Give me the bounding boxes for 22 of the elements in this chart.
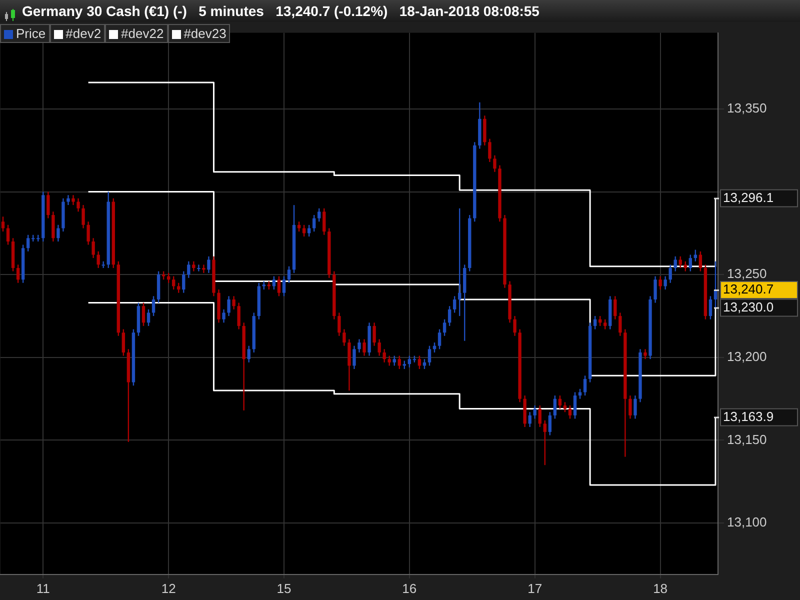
data-label: 13,296.1 — [723, 190, 774, 205]
x-tick-label: 18 — [653, 580, 668, 596]
y-tick-label: 13,350 — [727, 100, 767, 116]
x-tick-label: 16 — [402, 580, 417, 596]
x-tick-label: 12 — [161, 580, 176, 596]
x-tick-label: 17 — [528, 580, 542, 596]
candlestick — [197, 264, 200, 272]
y-tick-label: 13,200 — [727, 349, 767, 364]
y-tick-label: 13,250 — [727, 266, 767, 282]
legend-label: #dev2 — [66, 26, 102, 41]
data-label: 13,163.9 — [723, 408, 774, 424]
x-tick-label: 11 — [36, 580, 50, 596]
data-label: 13,230.0 — [723, 299, 774, 314]
legend-label: Price — [16, 26, 46, 41]
legend-label: #dev23 — [184, 26, 226, 41]
y-tick-label: 13,100 — [727, 514, 767, 530]
y-tick-label: 13,150 — [727, 432, 767, 447]
x-tick-label: 15 — [276, 580, 292, 596]
candlestick — [202, 264, 206, 273]
text: 13,240.7 — [723, 282, 774, 297]
chart-title: Germany 30 Cash (€1) (-) 5 minutes 13,240.7 (-0.12%) 18-Jan-2018 08:08:55 — [22, 2, 540, 21]
legend-label: #dev22 — [121, 26, 164, 41]
